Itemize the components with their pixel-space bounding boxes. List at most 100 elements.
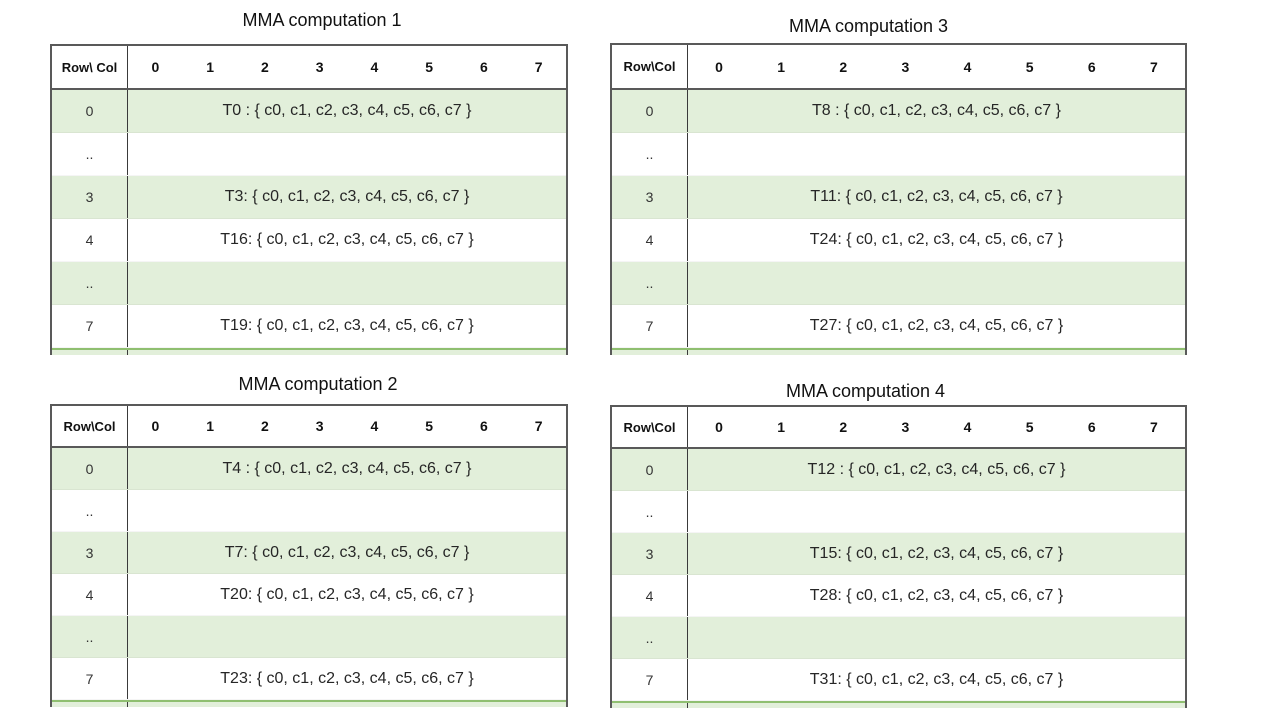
table-title: MMA computation 1 (242, 10, 402, 30)
table-body: 0 T12 : { c0, c1, c2, c3, c4, c5, c6, c7 … (612, 449, 1185, 701)
cut-off-row-label-cell (52, 350, 128, 355)
corner-label: Row\Col (612, 45, 688, 88)
row-content (128, 262, 566, 304)
col-header: 3 (901, 419, 910, 435)
cut-off-row-label-cell (612, 350, 688, 355)
col-header: 3 (315, 418, 324, 434)
col-header: 1 (206, 59, 215, 75)
row-label: .. (612, 617, 688, 658)
col-header: 7 (1150, 58, 1158, 75)
row-label: 4 (52, 219, 128, 261)
row-content: T16: { c0, c1, c2, c3, c4, c5, c6, c7 } (220, 231, 474, 248)
table-title: MMA computation 3 (788, 16, 949, 36)
row-label: 4 (52, 574, 128, 615)
col-header: 4 (963, 419, 972, 435)
cut-off-row-body-cell (688, 703, 1185, 708)
corner-label: Row\ Col (52, 46, 128, 88)
row-content: T11: { c0, c1, c2, c3, c4, c5, c6, c7 } (810, 188, 1063, 205)
row-content (688, 491, 1185, 532)
corner-label: Row\Col (612, 407, 688, 447)
cut-off-row-body-cell (128, 350, 566, 355)
row-label: 4 (612, 219, 688, 261)
col-header: 2 (260, 418, 269, 434)
row-content: T0 : { c0, c1, c2, c3, c4, c5, c6, c7 } (222, 102, 472, 119)
row-label: .. (52, 262, 128, 304)
table-row: 4 T28: { c0, c1, c2, c3, c4, c5, c6, c7 } (612, 575, 1185, 617)
table-row: .. (52, 490, 566, 532)
table-body: 0 T4 : { c0, c1, c2, c3, c4, c5, c6, c7 }… (52, 448, 566, 700)
row-label: 4 (612, 575, 688, 616)
table-header-row: Row\Col 0 1 2 3 4 5 6 7 (612, 407, 1185, 449)
row-content: T15: { c0, c1, c2, c3, c4, c5, c6, c7 } (809, 544, 1064, 562)
col-header: 1 (206, 418, 215, 434)
table-body: 0 T0 : { c0, c1, c2, c3, c4, c5, c6, c7 }… (52, 90, 566, 348)
table-row: 3 T7: { c0, c1, c2, c3, c4, c5, c6, c7 } (52, 532, 566, 574)
col-header: 2 (260, 59, 269, 75)
row-label: .. (612, 491, 688, 532)
table-row: .. (612, 491, 1185, 533)
col-header: 0 (151, 418, 160, 434)
table-title: MMA computation 2 (238, 374, 398, 394)
row-content (128, 616, 566, 657)
row-content (688, 133, 1185, 175)
col-header: 1 (777, 58, 786, 75)
col-header: 0 (715, 58, 723, 75)
cut-off-row (52, 348, 566, 355)
table-header-row: Row\Col 0 1 2 3 4 5 6 7 (52, 406, 566, 448)
row-label: 0 (52, 448, 128, 489)
col-header: 5 (1025, 58, 1034, 75)
column-headers: 0 1 2 3 4 5 6 7 (688, 45, 1185, 88)
row-content: T8 : { c0, c1, c2, c3, c4, c5, c6, c7 } (811, 102, 1061, 119)
table-row: .. (612, 262, 1185, 305)
table-row: 0 T12 : { c0, c1, c2, c3, c4, c5, c6, c7 … (612, 449, 1185, 491)
column-headers: 0 1 2 3 4 5 6 7 (688, 407, 1185, 447)
row-content (128, 133, 566, 175)
col-header: 5 (425, 418, 434, 434)
row-label: 3 (612, 533, 688, 574)
cut-off-row (612, 701, 1185, 708)
table-row: .. (52, 133, 566, 176)
table-row: 0 T0 : { c0, c1, c2, c3, c4, c5, c6, c7 } (52, 90, 566, 133)
row-label: .. (612, 262, 688, 304)
row-label: 0 (612, 90, 688, 132)
col-header: 1 (777, 419, 786, 435)
row-content: T24: { c0, c1, c2, c3, c4, c5, c6, c7 } (809, 231, 1064, 248)
table-title: MMA computation 4 (785, 381, 946, 401)
column-headers: 0 1 2 3 4 5 6 7 (128, 46, 566, 88)
row-label: 3 (52, 176, 128, 218)
col-header: 3 (901, 58, 910, 75)
row-label: 3 (52, 532, 128, 573)
col-header: 6 (479, 418, 488, 434)
table-row: 3 T3: { c0, c1, c2, c3, c4, c5, c6, c7 } (52, 176, 566, 219)
table-row: 0 T8 : { c0, c1, c2, c3, c4, c5, c6, c7 } (612, 90, 1185, 133)
row-label: 7 (52, 305, 128, 347)
row-label: 0 (612, 449, 688, 490)
row-label: 7 (612, 659, 688, 700)
table-row: 4 T16: { c0, c1, c2, c3, c4, c5, c6, c7 } (52, 219, 566, 262)
col-header: 4 (963, 58, 972, 75)
col-header: 4 (370, 418, 379, 434)
row-content (688, 262, 1185, 304)
col-header: 0 (151, 59, 160, 75)
row-content: T28: { c0, c1, c2, c3, c4, c5, c6, c7 } (809, 586, 1064, 604)
table-header-row: Row\Col 0 1 2 3 4 5 6 7 (612, 45, 1185, 90)
row-label: .. (52, 133, 128, 175)
row-content (688, 617, 1185, 658)
table-body: 0 T8 : { c0, c1, c2, c3, c4, c5, c6, c7 }… (612, 90, 1185, 348)
cut-off-row (52, 700, 566, 707)
table-row: .. (612, 133, 1185, 176)
col-header: 6 (1087, 58, 1096, 75)
row-content: T23: { c0, c1, c2, c3, c4, c5, c6, c7 } (220, 669, 474, 687)
col-header: 7 (534, 59, 543, 75)
table-header-row: Row\ Col 0 1 2 3 4 5 6 7 (52, 46, 566, 90)
table-row: .. (612, 617, 1185, 659)
row-label: .. (612, 133, 688, 175)
table-row: .. (52, 262, 566, 305)
